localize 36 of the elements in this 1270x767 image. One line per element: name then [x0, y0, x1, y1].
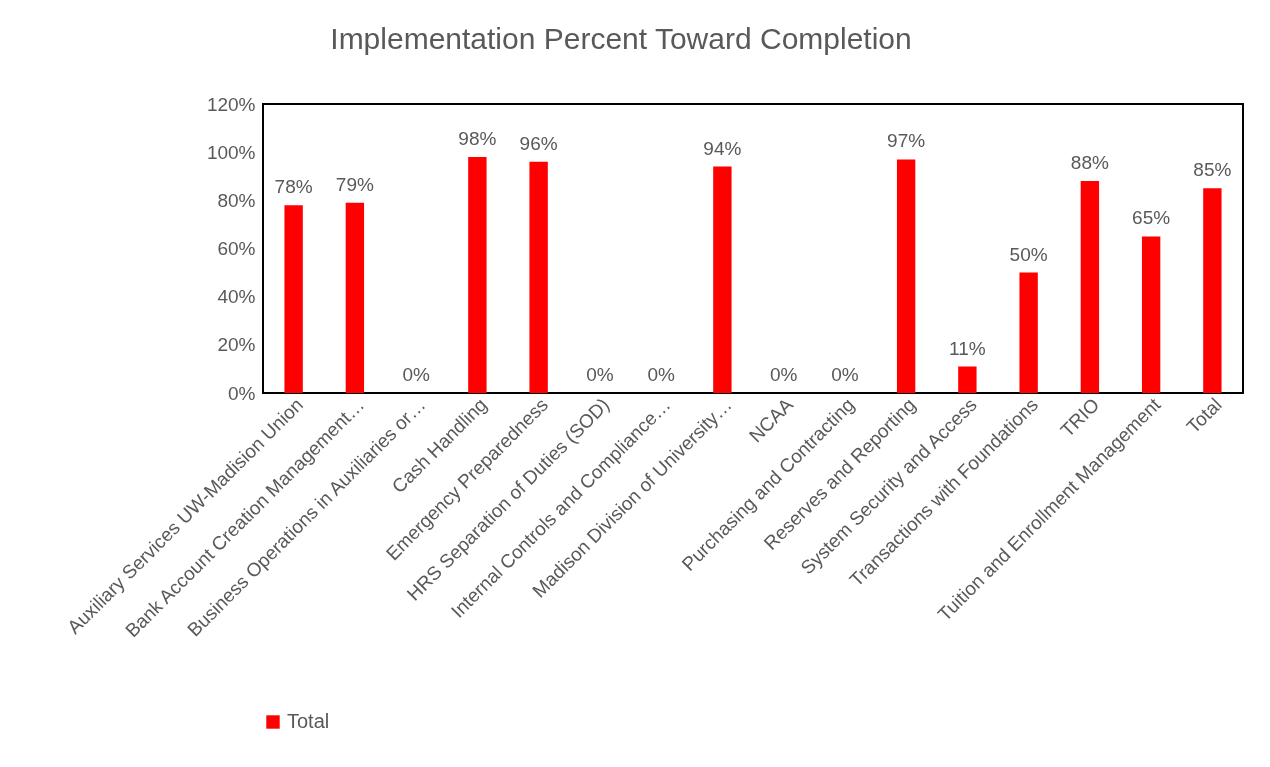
- data-label: 50%: [1009, 243, 1048, 265]
- y-tick-label: 80%: [217, 189, 256, 211]
- data-label: 79%: [335, 173, 374, 195]
- bar: [1141, 236, 1161, 393]
- data-label: 97%: [887, 130, 926, 152]
- data-label: 11%: [949, 337, 986, 359]
- data-label: 85%: [1193, 159, 1232, 181]
- data-label: 0%: [769, 364, 798, 385]
- bar: [529, 161, 548, 393]
- data-label: 94%: [703, 137, 742, 159]
- data-label: 0%: [831, 364, 859, 385]
- data-label: 65%: [1132, 207, 1171, 229]
- data-label: 0%: [647, 364, 675, 385]
- y-tick-label: 0%: [228, 382, 256, 404]
- bar: [284, 205, 303, 393]
- y-tick-label: 60%: [217, 238, 256, 259]
- y-tick-label: 100%: [206, 141, 256, 163]
- y-tick-label: 120%: [206, 93, 256, 115]
- chart-title: Implementation Percent Toward Completion: [330, 22, 912, 55]
- legend-label: Total: [287, 710, 330, 732]
- bar: [713, 166, 732, 393]
- y-tick-label: 40%: [217, 286, 256, 308]
- bar: [468, 156, 487, 393]
- bar: [1080, 181, 1100, 393]
- data-label: 96%: [519, 132, 558, 154]
- bar: [896, 159, 916, 393]
- data-label: 98%: [458, 127, 497, 149]
- data-label: 88%: [1070, 152, 1109, 174]
- bar: [345, 202, 365, 393]
- bar: [1019, 272, 1038, 393]
- bar: [958, 366, 977, 393]
- y-tick-label: 20%: [217, 334, 256, 356]
- data-label: 78%: [274, 176, 313, 198]
- data-label: 0%: [402, 364, 430, 385]
- data-label: 0%: [586, 364, 614, 385]
- bar: [1203, 188, 1222, 393]
